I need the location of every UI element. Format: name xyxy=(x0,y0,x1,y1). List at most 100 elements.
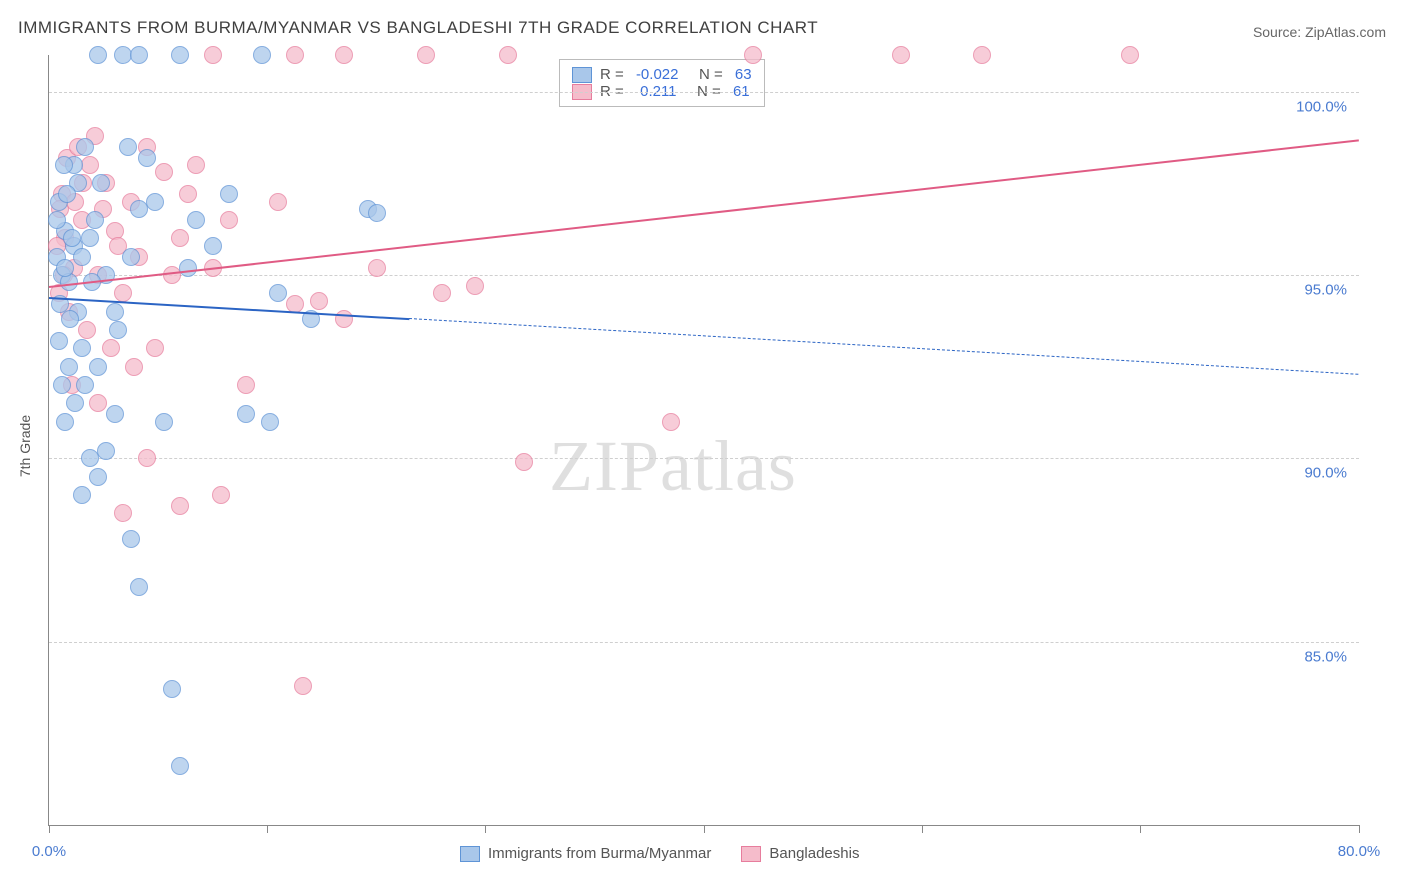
scatter-point-burma xyxy=(253,46,271,64)
scatter-point-burma xyxy=(89,46,107,64)
correlation-legend: R = -0.022 N = 63R = 0.211 N = 61 xyxy=(559,59,765,107)
series-legend: Immigrants from Burma/Myanmar Bangladeshi… xyxy=(460,845,859,862)
x-tick xyxy=(485,825,486,833)
scatter-point-burma xyxy=(97,442,115,460)
x-tick-label: 80.0% xyxy=(1338,843,1381,860)
scatter-point-bangladeshi xyxy=(269,193,287,211)
gridline xyxy=(49,275,1359,276)
scatter-point-burma xyxy=(130,200,148,218)
trend-line-dashed xyxy=(409,318,1359,375)
legend-item: Bangladeshis xyxy=(741,845,859,862)
scatter-point-burma xyxy=(48,211,66,229)
scatter-point-bangladeshi xyxy=(433,284,451,302)
scatter-point-burma xyxy=(61,310,79,328)
scatter-point-bangladeshi xyxy=(171,497,189,515)
scatter-point-bangladeshi xyxy=(163,266,181,284)
scatter-point-bangladeshi xyxy=(179,185,197,203)
y-tick-label: 90.0% xyxy=(1304,465,1347,482)
legend-swatch xyxy=(572,67,592,83)
scatter-point-burma xyxy=(76,138,94,156)
scatter-point-bangladeshi xyxy=(310,292,328,310)
scatter-point-burma xyxy=(73,486,91,504)
scatter-point-burma xyxy=(155,413,173,431)
scatter-point-bangladeshi xyxy=(1121,46,1139,64)
scatter-point-burma xyxy=(50,332,68,350)
gridline xyxy=(49,642,1359,643)
scatter-point-burma xyxy=(76,376,94,394)
scatter-point-bangladeshi xyxy=(294,677,312,695)
scatter-point-bangladeshi xyxy=(102,339,120,357)
scatter-point-burma xyxy=(55,156,73,174)
scatter-point-bangladeshi xyxy=(212,486,230,504)
scatter-point-burma xyxy=(130,578,148,596)
scatter-point-bangladeshi xyxy=(466,277,484,295)
legend-swatch xyxy=(741,846,761,862)
scatter-point-burma xyxy=(220,185,238,203)
y-axis-label: 7th Grade xyxy=(17,415,33,477)
x-tick xyxy=(1140,825,1141,833)
trend-line xyxy=(49,139,1359,288)
watermark-zip: ZIP xyxy=(549,426,660,506)
scatter-point-bangladeshi xyxy=(973,46,991,64)
legend-item: Immigrants from Burma/Myanmar xyxy=(460,845,711,862)
gridline xyxy=(49,458,1359,459)
scatter-point-burma xyxy=(66,394,84,412)
plot-area: ZIPatlas R = -0.022 N = 63R = 0.211 N = … xyxy=(48,55,1359,826)
watermark-atlas: atlas xyxy=(660,426,797,506)
scatter-point-bangladeshi xyxy=(187,156,205,174)
scatter-point-burma xyxy=(106,303,124,321)
legend-swatch xyxy=(460,846,480,862)
y-tick-label: 85.0% xyxy=(1304,648,1347,665)
scatter-point-bangladeshi xyxy=(114,504,132,522)
scatter-point-burma xyxy=(122,248,140,266)
scatter-point-bangladeshi xyxy=(114,284,132,302)
scatter-point-burma xyxy=(146,193,164,211)
scatter-point-bangladeshi xyxy=(335,310,353,328)
scatter-point-burma xyxy=(119,138,137,156)
trend-line xyxy=(49,297,409,320)
scatter-point-bangladeshi xyxy=(138,449,156,467)
scatter-point-burma xyxy=(122,530,140,548)
scatter-point-bangladeshi xyxy=(171,229,189,247)
scatter-point-burma xyxy=(56,259,74,277)
legend-label: Immigrants from Burma/Myanmar xyxy=(488,845,711,862)
scatter-point-burma xyxy=(179,259,197,277)
scatter-point-burma xyxy=(73,248,91,266)
chart-title: IMMIGRANTS FROM BURMA/MYANMAR VS BANGLAD… xyxy=(18,18,818,38)
scatter-point-burma xyxy=(81,449,99,467)
scatter-point-bangladeshi xyxy=(417,46,435,64)
scatter-point-burma xyxy=(368,204,386,222)
scatter-point-bangladeshi xyxy=(368,259,386,277)
scatter-point-bangladeshi xyxy=(744,46,762,64)
scatter-point-burma xyxy=(130,46,148,64)
scatter-point-burma xyxy=(109,321,127,339)
scatter-point-burma xyxy=(106,405,124,423)
scatter-point-burma xyxy=(171,757,189,775)
x-tick-label: 0.0% xyxy=(32,843,66,860)
scatter-point-bangladeshi xyxy=(125,358,143,376)
x-tick xyxy=(267,825,268,833)
scatter-point-bangladeshi xyxy=(155,163,173,181)
scatter-point-burma xyxy=(204,237,222,255)
scatter-point-bangladeshi xyxy=(204,46,222,64)
scatter-point-burma xyxy=(73,339,91,357)
scatter-point-burma xyxy=(89,468,107,486)
scatter-point-bangladeshi xyxy=(662,413,680,431)
x-tick xyxy=(49,825,50,833)
scatter-point-burma xyxy=(114,46,132,64)
scatter-point-bangladeshi xyxy=(146,339,164,357)
scatter-point-bangladeshi xyxy=(78,321,96,339)
scatter-point-burma xyxy=(138,149,156,167)
scatter-point-burma xyxy=(163,680,181,698)
scatter-point-bangladeshi xyxy=(499,46,517,64)
legend-row: R = -0.022 N = 63 xyxy=(572,66,752,83)
scatter-point-bangladeshi xyxy=(286,46,304,64)
scatter-point-burma xyxy=(89,358,107,376)
scatter-point-bangladeshi xyxy=(335,46,353,64)
scatter-point-burma xyxy=(58,185,76,203)
x-tick xyxy=(704,825,705,833)
scatter-point-burma xyxy=(81,229,99,247)
scatter-point-bangladeshi xyxy=(515,453,533,471)
scatter-point-burma xyxy=(60,358,78,376)
scatter-point-burma xyxy=(187,211,205,229)
